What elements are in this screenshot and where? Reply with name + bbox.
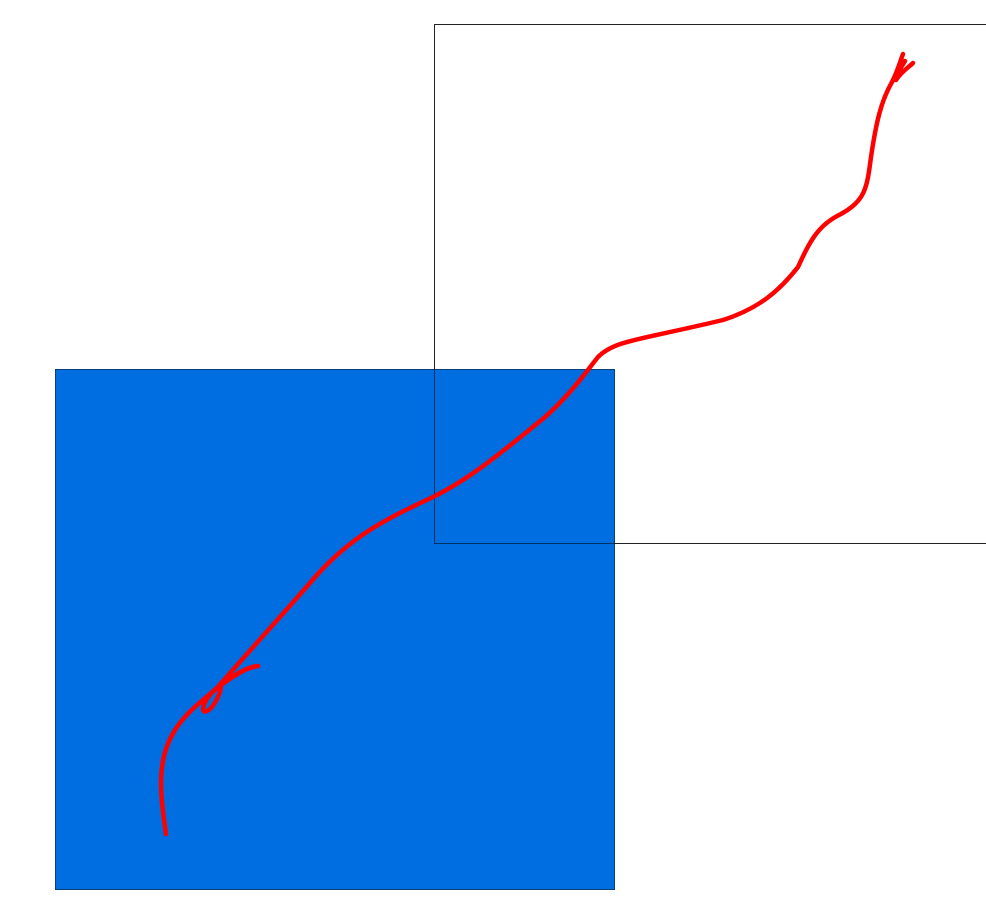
draggable-blue-square[interactable] [55,369,615,890]
